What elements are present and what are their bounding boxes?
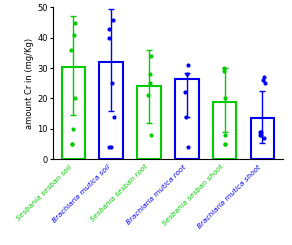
Point: [186, 63, 190, 67]
Point: [69, 142, 74, 146]
Point: [259, 133, 264, 137]
Text: Brachiaria mutica root: Brachiaria mutica root: [125, 164, 187, 226]
Point: [110, 18, 115, 22]
Point: [259, 130, 264, 134]
Text: Sesbania sesban soil: Sesbania sesban soil: [16, 164, 73, 221]
Point: [182, 90, 187, 94]
Bar: [137, 86, 161, 159]
Bar: [100, 62, 123, 159]
Point: [262, 81, 267, 85]
Point: [72, 97, 77, 100]
Y-axis label: amount Cr in (mg/Kg): amount Cr in (mg/Kg): [25, 38, 34, 129]
Point: [147, 72, 152, 76]
Point: [223, 97, 227, 100]
Point: [262, 136, 267, 140]
Point: [223, 142, 228, 146]
Point: [148, 81, 152, 85]
Point: [149, 133, 154, 137]
Point: [107, 36, 111, 40]
Point: [107, 27, 112, 31]
Point: [260, 78, 265, 82]
Text: Brachiaria mutica soil: Brachiaria mutica soil: [51, 164, 111, 224]
Point: [72, 21, 77, 24]
Point: [109, 145, 114, 149]
Point: [111, 115, 116, 119]
Point: [185, 72, 190, 76]
Point: [258, 133, 263, 137]
Point: [145, 94, 150, 98]
Point: [69, 142, 74, 146]
Point: [258, 130, 263, 134]
Point: [69, 48, 73, 52]
Text: Sesbania sesban root: Sesbania sesban root: [90, 164, 149, 223]
Point: [223, 133, 227, 137]
Point: [72, 33, 77, 37]
Point: [262, 75, 266, 79]
Point: [222, 69, 227, 73]
Point: [106, 145, 111, 149]
Bar: [175, 79, 199, 159]
Point: [223, 142, 227, 146]
Bar: [62, 67, 85, 159]
Point: [71, 127, 76, 131]
Text: Sesbania sesban shoot: Sesbania sesban shoot: [161, 164, 225, 227]
Point: [148, 54, 153, 58]
Point: [222, 66, 227, 70]
Text: Brachiaria mutica shoot: Brachiaria mutica shoot: [197, 164, 263, 229]
Bar: [213, 101, 236, 159]
Point: [185, 145, 190, 149]
Point: [110, 81, 114, 85]
Bar: [251, 118, 274, 159]
Point: [184, 115, 188, 119]
